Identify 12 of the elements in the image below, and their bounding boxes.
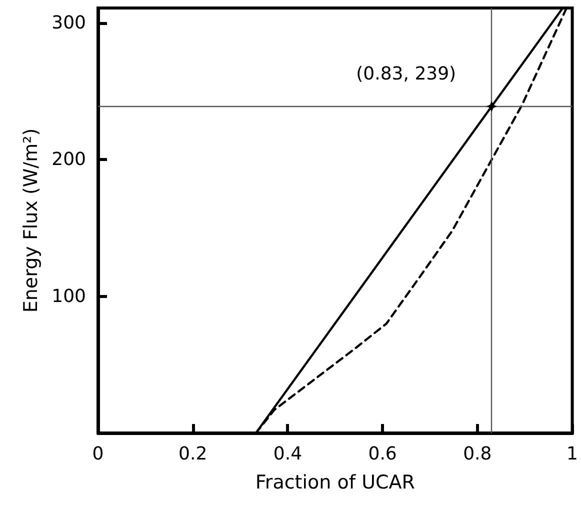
annotation: (0.83, 239)	[356, 63, 456, 84]
x-axis-title: Fraction of UCAR	[255, 472, 415, 494]
x-tick-label: 0.4	[273, 444, 302, 464]
x-tick-label: 0.6	[368, 444, 397, 464]
x-tick-label: 0.8	[463, 444, 492, 464]
y-tick-label: 300	[52, 12, 86, 34]
x-tick-label: 0.2	[178, 444, 208, 464]
y-axis-title: Energy Flux (W/m²)	[20, 128, 42, 313]
y-tick-label: 100	[52, 286, 86, 307]
x-tick-label: 0	[92, 444, 104, 464]
y-tick-label: 200	[52, 149, 86, 170]
x-tick-label: 1	[566, 444, 578, 464]
